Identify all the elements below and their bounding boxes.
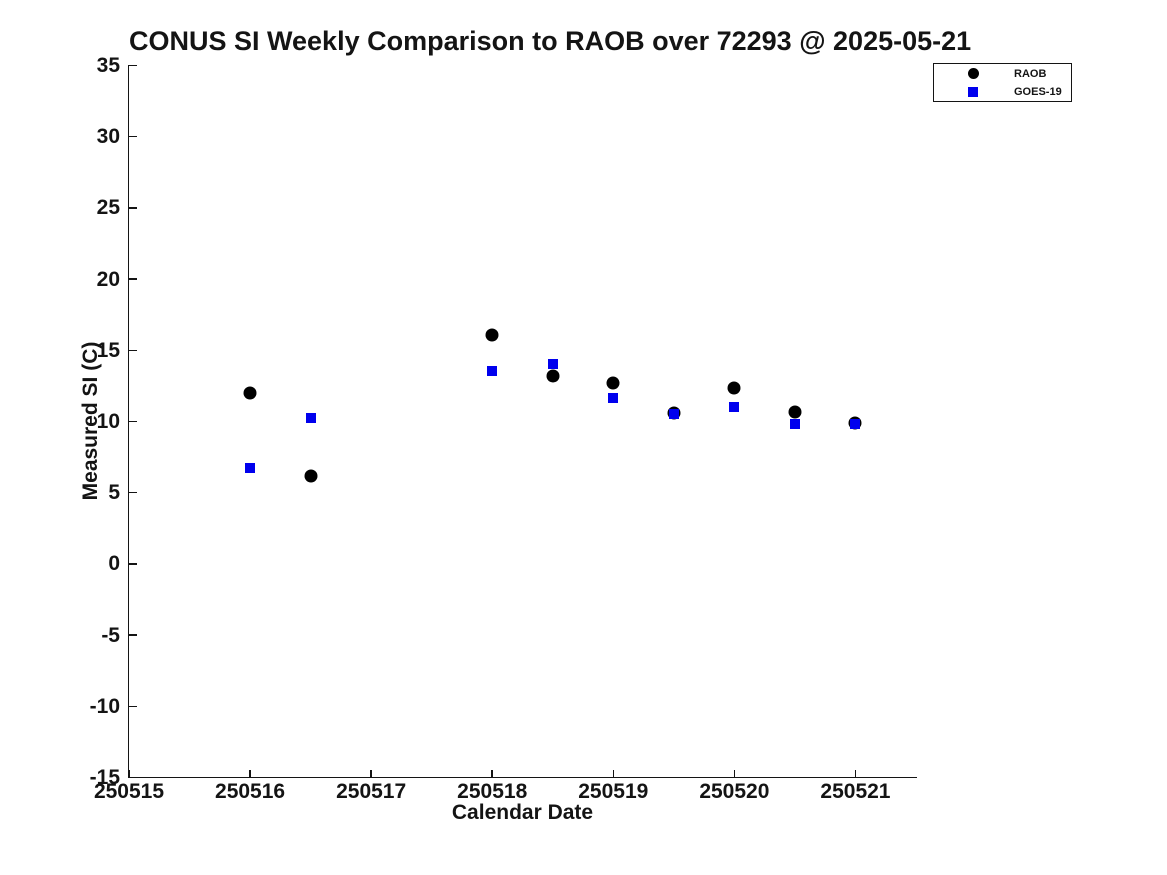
y-tick-label: -15 <box>89 766 120 789</box>
x-tick <box>612 769 615 778</box>
y-tick <box>129 135 137 138</box>
goes-19-point <box>668 409 679 420</box>
x-tick <box>854 769 857 778</box>
x-tick-label: 250519 <box>578 780 649 803</box>
goes-19-point <box>547 358 558 369</box>
x-tick <box>249 769 251 778</box>
y-tick <box>129 634 137 636</box>
y-tick-label: 15 <box>96 338 120 362</box>
x-tick-label: 250517 <box>336 780 407 803</box>
y-tick-label: 10 <box>96 410 120 433</box>
x-tick <box>128 769 130 778</box>
y-tick <box>129 776 137 779</box>
raob-point <box>606 376 620 390</box>
x-tick-label: 250521 <box>820 780 891 803</box>
goes-19-point <box>789 419 800 430</box>
x-tick-label: 250520 <box>699 780 770 803</box>
raob-point <box>788 405 802 419</box>
y-tick-label: 35 <box>96 54 120 77</box>
goes-19-point <box>729 402 740 413</box>
y-tick <box>129 705 137 708</box>
y-tick <box>129 207 137 209</box>
x-tick <box>370 769 372 778</box>
legend-box: RAOB GOES-19 <box>933 63 1072 102</box>
y-tick-label: -5 <box>101 623 120 647</box>
goes-19-point <box>608 393 619 403</box>
y-tick-label: 30 <box>96 125 120 149</box>
raob-point <box>485 328 499 342</box>
goes-19-point <box>245 463 256 474</box>
x-tick-label: 250518 <box>457 780 528 803</box>
y-axis-line <box>127 65 129 778</box>
y-tick <box>129 278 137 280</box>
raob-point <box>546 369 560 383</box>
legend-entry-raob: RAOB <box>934 65 1071 83</box>
y-tick <box>129 64 137 67</box>
y-tick <box>129 491 137 494</box>
y-tick <box>129 349 137 352</box>
y-tick-label: 25 <box>96 196 120 220</box>
goes-19-point <box>487 365 498 376</box>
raob-circle-icon <box>967 68 979 79</box>
goes-19-point <box>305 412 316 423</box>
y-tick-label: 5 <box>108 481 120 505</box>
legend-entry-goes19: GOES-19 <box>934 83 1071 101</box>
y-tick-label: 20 <box>96 267 120 291</box>
raob-point <box>727 381 741 395</box>
x-axis-line <box>127 776 917 778</box>
legend-label-goes19: GOES-19 <box>1014 85 1062 98</box>
y-tick-label: -10 <box>89 694 120 718</box>
y-tick <box>129 420 137 423</box>
goes19-square-icon <box>968 86 978 97</box>
x-tick <box>491 769 493 778</box>
x-tick-label: 250516 <box>215 780 286 803</box>
raob-point <box>304 469 318 483</box>
chart-title: CONUS SI Weekly Comparison to RAOB over … <box>129 26 972 56</box>
raob-point <box>243 386 257 400</box>
y-tick-label: 0 <box>108 552 120 576</box>
x-axis-label: Calendar Date <box>451 801 594 824</box>
x-tick-label: 250515 <box>93 780 165 803</box>
goes-19-point <box>850 418 861 429</box>
x-tick <box>733 769 736 778</box>
y-tick <box>129 563 137 565</box>
legend-label-raob: RAOB <box>1014 67 1047 80</box>
